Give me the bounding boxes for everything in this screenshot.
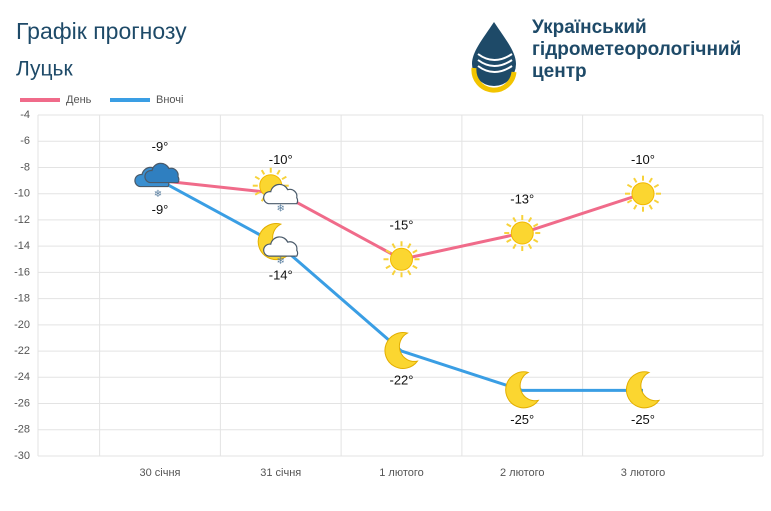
- value-label: -10°: [631, 152, 655, 167]
- moon-icon: [384, 332, 419, 369]
- y-tick-label: -18: [14, 293, 30, 305]
- sun-ray: [648, 204, 653, 210]
- sun-ray: [626, 199, 633, 204]
- y-tick-label: -4: [20, 109, 30, 121]
- y-tick-label: -10: [14, 188, 30, 200]
- cloud-icon: [263, 236, 299, 257]
- legend-label: День: [66, 94, 92, 106]
- sun-ray: [412, 249, 418, 254]
- sun-ray: [633, 177, 638, 183]
- sun-ray: [512, 243, 517, 250]
- logo-icon: [471, 22, 517, 93]
- sun-ray: [648, 177, 653, 183]
- value-label: -25°: [631, 412, 655, 427]
- sun-disc: [510, 221, 534, 245]
- sun-icon: [504, 215, 541, 252]
- sun-ray: [385, 264, 391, 270]
- sun-ray: [391, 270, 396, 276]
- cloud-icon: [263, 183, 299, 205]
- sun-ray: [533, 238, 539, 243]
- moon-icon: [505, 371, 540, 409]
- sun-ray: [407, 270, 412, 276]
- y-tick-label: -12: [14, 214, 30, 226]
- cloud-icon: [144, 162, 180, 184]
- snow-icon: ❄: [277, 203, 285, 214]
- series-line: [159, 179, 643, 392]
- sun-ray: [260, 169, 266, 175]
- sun-disc: [390, 247, 413, 271]
- sun-ray: [391, 243, 396, 249]
- chart-title: Графік прогнозу: [16, 18, 187, 44]
- logo-text: Український: [532, 17, 647, 38]
- value-label: -10°: [269, 152, 293, 167]
- moon-icon: [625, 371, 661, 409]
- sun-ray: [254, 191, 260, 196]
- sun-ray: [407, 243, 412, 249]
- chart-subtitle: Луцьк: [16, 58, 73, 81]
- logo-text: центр: [532, 61, 587, 82]
- snow-icon: ❄: [154, 189, 162, 200]
- value-label: -14°: [269, 268, 293, 283]
- value-label: -13°: [510, 191, 534, 206]
- y-tick-label: -14: [14, 240, 30, 252]
- logo-text: гідрометеорологічний: [532, 39, 741, 60]
- x-tick-label: 2 лютого: [500, 467, 545, 479]
- sun-ray: [281, 175, 287, 181]
- sun-icon: [383, 241, 420, 278]
- y-tick-label: -8: [20, 161, 30, 173]
- value-label: -9°: [152, 139, 169, 154]
- sun-ray: [533, 223, 539, 228]
- sun-ray: [506, 238, 512, 243]
- sun-ray: [412, 264, 418, 270]
- sun-ray: [527, 216, 533, 223]
- y-tick-label: -20: [14, 319, 30, 331]
- sun-icon: [625, 175, 661, 212]
- snow-icon: ❄: [277, 256, 285, 267]
- x-tick-label: 30 січня: [140, 467, 181, 479]
- x-tick-label: 1 лютого: [379, 467, 424, 479]
- sun-ray: [633, 204, 638, 210]
- sun-ray: [385, 249, 391, 254]
- value-label: -25°: [510, 412, 534, 427]
- sun-ray: [653, 199, 660, 204]
- sun-ray: [506, 223, 512, 228]
- y-tick-label: -16: [14, 266, 30, 278]
- sun-ray: [512, 216, 517, 223]
- legend-label: Вночі: [156, 94, 183, 106]
- y-tick-label: -6: [20, 135, 30, 147]
- y-tick-label: -26: [14, 397, 30, 409]
- sun-ray: [254, 175, 260, 181]
- sun-ray: [276, 169, 281, 175]
- x-tick-label: 3 лютого: [621, 467, 666, 479]
- y-tick-label: -28: [14, 424, 30, 436]
- x-tick-label: 31 січня: [260, 467, 301, 479]
- sun-ray: [653, 183, 660, 189]
- sun-disc: [631, 182, 655, 206]
- sun-ray: [626, 183, 633, 189]
- y-tick-label: -24: [14, 371, 30, 383]
- value-label: -22°: [390, 373, 414, 388]
- value-label: -9°: [152, 202, 169, 217]
- y-tick-label: -22: [14, 345, 30, 357]
- value-label: -15°: [390, 218, 414, 233]
- sun-ray: [527, 243, 533, 250]
- y-tick-label: -30: [14, 450, 30, 462]
